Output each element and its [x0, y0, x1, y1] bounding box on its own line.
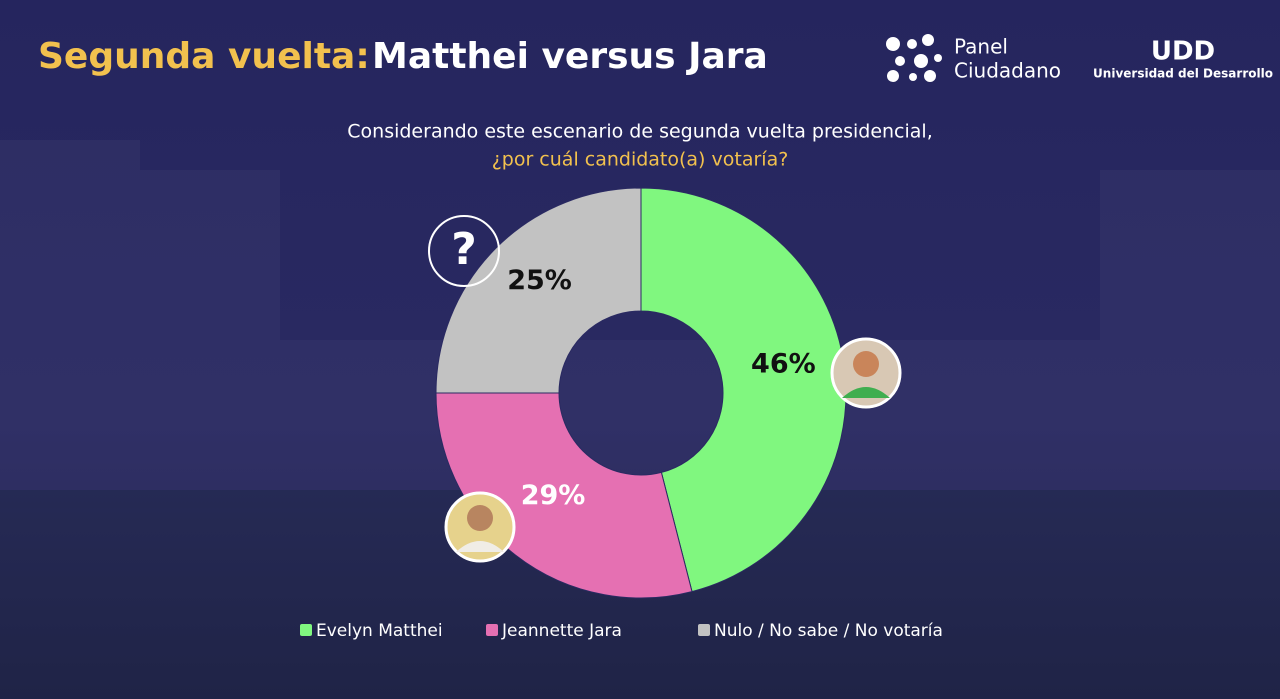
donut-segment	[435, 392, 693, 599]
udd-name: Universidad del Desarrollo	[1093, 67, 1273, 81]
data-label: 46%	[751, 349, 816, 380]
legend-label: Nulo / No sabe / No votaría	[714, 621, 943, 641]
logo-text: Ciudadano	[954, 59, 1061, 83]
logo-text: Panel	[954, 35, 1008, 59]
title-prefix: Segunda vuelta:	[38, 36, 370, 77]
data-label: 25%	[507, 265, 572, 296]
title: Matthei versus Jara	[372, 36, 768, 77]
legend: Evelyn Matthei Jeannette Jara Nulo / No sa…	[300, 621, 943, 641]
svg-text:?: ?	[451, 224, 477, 275]
legend-swatch	[300, 624, 312, 636]
legend-swatch	[698, 624, 710, 636]
subtitle: Considerando este escenario de segunda v…	[347, 121, 932, 143]
question-icon: ?	[428, 215, 500, 287]
candidate-photo	[444, 491, 516, 563]
donut-segment	[435, 187, 642, 394]
legend-label: Jeannette Jara	[501, 621, 622, 641]
subtitle: ¿por cuál candidato(a) votaría?	[492, 149, 789, 171]
legend-swatch	[486, 624, 498, 636]
data-label: 29%	[521, 480, 586, 511]
legend-label: Evelyn Matthei	[316, 621, 443, 641]
candidate-photo	[830, 337, 902, 409]
udd-mark: UDD	[1151, 37, 1215, 67]
panel-logo: Panel Ciudadano	[886, 34, 1061, 83]
donut-segment	[640, 187, 847, 593]
donut: 46% 29% 25%	[435, 187, 847, 599]
